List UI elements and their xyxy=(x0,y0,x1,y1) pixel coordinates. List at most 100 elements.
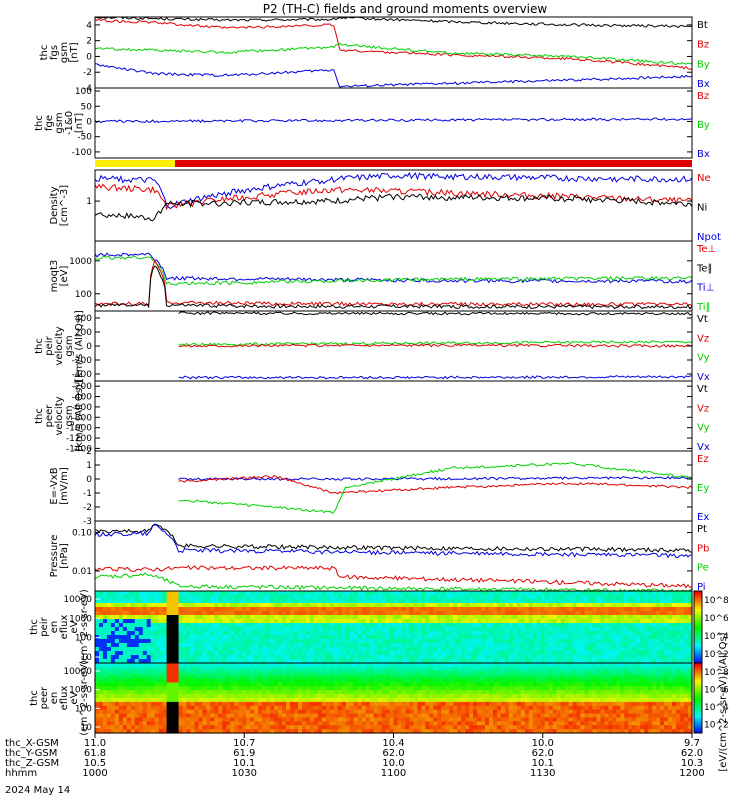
heatmap-cell xyxy=(198,705,204,711)
heatmap-cell xyxy=(238,663,243,668)
heatmap-cell xyxy=(544,721,550,726)
heatmap-cell xyxy=(162,603,168,608)
heatmap-cell xyxy=(496,725,502,730)
heatmap-cell xyxy=(500,698,506,703)
heatmap-cell xyxy=(369,627,375,632)
heatmap-cell xyxy=(485,599,490,604)
heatmap-cell xyxy=(102,701,108,707)
heatmap-cell xyxy=(369,595,375,600)
heatmap-cell xyxy=(246,670,251,676)
heatmap-cell xyxy=(162,678,168,684)
heatmap-cell xyxy=(425,701,430,707)
heatmap-cell xyxy=(214,631,219,636)
legend-Pt: Pt xyxy=(697,524,707,535)
heatmap-cell xyxy=(202,705,208,711)
heatmap-cell xyxy=(489,678,494,684)
heatmap-cell xyxy=(489,721,494,726)
heatmap-cell xyxy=(608,643,613,648)
heatmap-cell xyxy=(516,651,522,656)
heatmap-cell xyxy=(409,611,414,616)
heatmap-cell xyxy=(544,709,550,715)
heatmap-cell xyxy=(425,666,430,672)
heatmap-cell xyxy=(242,627,247,632)
heatmap-cell xyxy=(238,698,243,703)
heatmap-cell xyxy=(146,717,152,722)
heatmap-cell xyxy=(405,713,411,719)
heatmap-cell xyxy=(473,659,478,664)
heatmap-cell xyxy=(98,591,104,596)
heatmap-cell xyxy=(353,666,359,672)
heatmap-cell xyxy=(118,607,124,612)
heatmap-cell xyxy=(489,615,494,620)
heatmap-cell xyxy=(688,623,693,628)
heatmap-cell xyxy=(413,701,418,707)
heatmap-cell xyxy=(377,690,383,695)
heatmap-cell xyxy=(365,705,371,711)
heatmap-cell xyxy=(600,627,606,632)
heatmap-cell xyxy=(365,639,371,644)
heatmap-cell xyxy=(504,690,510,695)
heatmap-cell xyxy=(405,631,411,636)
heatmap-cell xyxy=(301,635,307,640)
heatmap-cell xyxy=(688,635,693,640)
heatmap-cell xyxy=(628,659,633,664)
heatmap-cell xyxy=(365,619,371,624)
heatmap-cell xyxy=(429,623,434,628)
heatmap-cell xyxy=(182,595,188,600)
heatmap-cell xyxy=(405,678,411,684)
heatmap-cell xyxy=(142,631,148,636)
heatmap-cell xyxy=(660,627,665,632)
heatmap-cell xyxy=(242,647,247,652)
heatmap-cell xyxy=(329,686,335,691)
heatmap-cell xyxy=(194,655,200,660)
heatmap-cell xyxy=(190,690,196,695)
heatmap-cell xyxy=(628,591,633,596)
heatmap-cell xyxy=(520,615,526,620)
heatmap-cell xyxy=(417,635,422,640)
heatmap-cell xyxy=(676,659,681,664)
heatmap-cell xyxy=(214,591,219,596)
heatmap-cell xyxy=(166,631,172,636)
heatmap-cell xyxy=(660,599,665,604)
heatmap-cell xyxy=(576,635,582,640)
heatmap-cell xyxy=(202,678,208,684)
heatmap-cell xyxy=(556,659,562,664)
heatmap-cell xyxy=(130,663,136,668)
heatmap-cell xyxy=(210,623,215,628)
heatmap-cell xyxy=(321,643,327,648)
heatmap-cell xyxy=(226,682,231,687)
heatmap-cell xyxy=(95,639,100,644)
heatmap-cell xyxy=(226,717,231,722)
heatmap-cell xyxy=(214,647,219,652)
heatmap-cell xyxy=(453,705,458,711)
heatmap-cell xyxy=(246,635,251,640)
heatmap-cell xyxy=(584,659,590,664)
heatmap-cell xyxy=(612,611,617,616)
heatmap-cell xyxy=(218,686,223,691)
heatmap-cell xyxy=(496,631,502,636)
heatmap-cell xyxy=(238,607,243,612)
heatmap-cell xyxy=(162,639,168,644)
heatmap-cell xyxy=(465,705,470,711)
heatmap-cell xyxy=(544,729,550,734)
heatmap-cell xyxy=(202,619,208,624)
heatmap-cell xyxy=(512,705,518,711)
heatmap-cell xyxy=(301,717,307,722)
heatmap-cell xyxy=(628,623,633,628)
heatmap-cell xyxy=(369,729,375,734)
heatmap-cell xyxy=(504,619,510,624)
heatmap-cell xyxy=(258,635,263,640)
heatmap-cell xyxy=(600,623,606,628)
heatmap-cell xyxy=(640,647,645,652)
heatmap-cell xyxy=(389,686,395,691)
heatmap-cell xyxy=(381,701,387,707)
heatmap-cell xyxy=(664,639,669,644)
ytick-label: -3 xyxy=(83,517,92,527)
heatmap-cell xyxy=(282,647,287,652)
heatmap-cell xyxy=(536,651,542,656)
heatmap-cell xyxy=(357,663,363,668)
heatmap-cell xyxy=(282,627,287,632)
heatmap-cell xyxy=(536,725,542,730)
heatmap-cell xyxy=(110,690,116,695)
